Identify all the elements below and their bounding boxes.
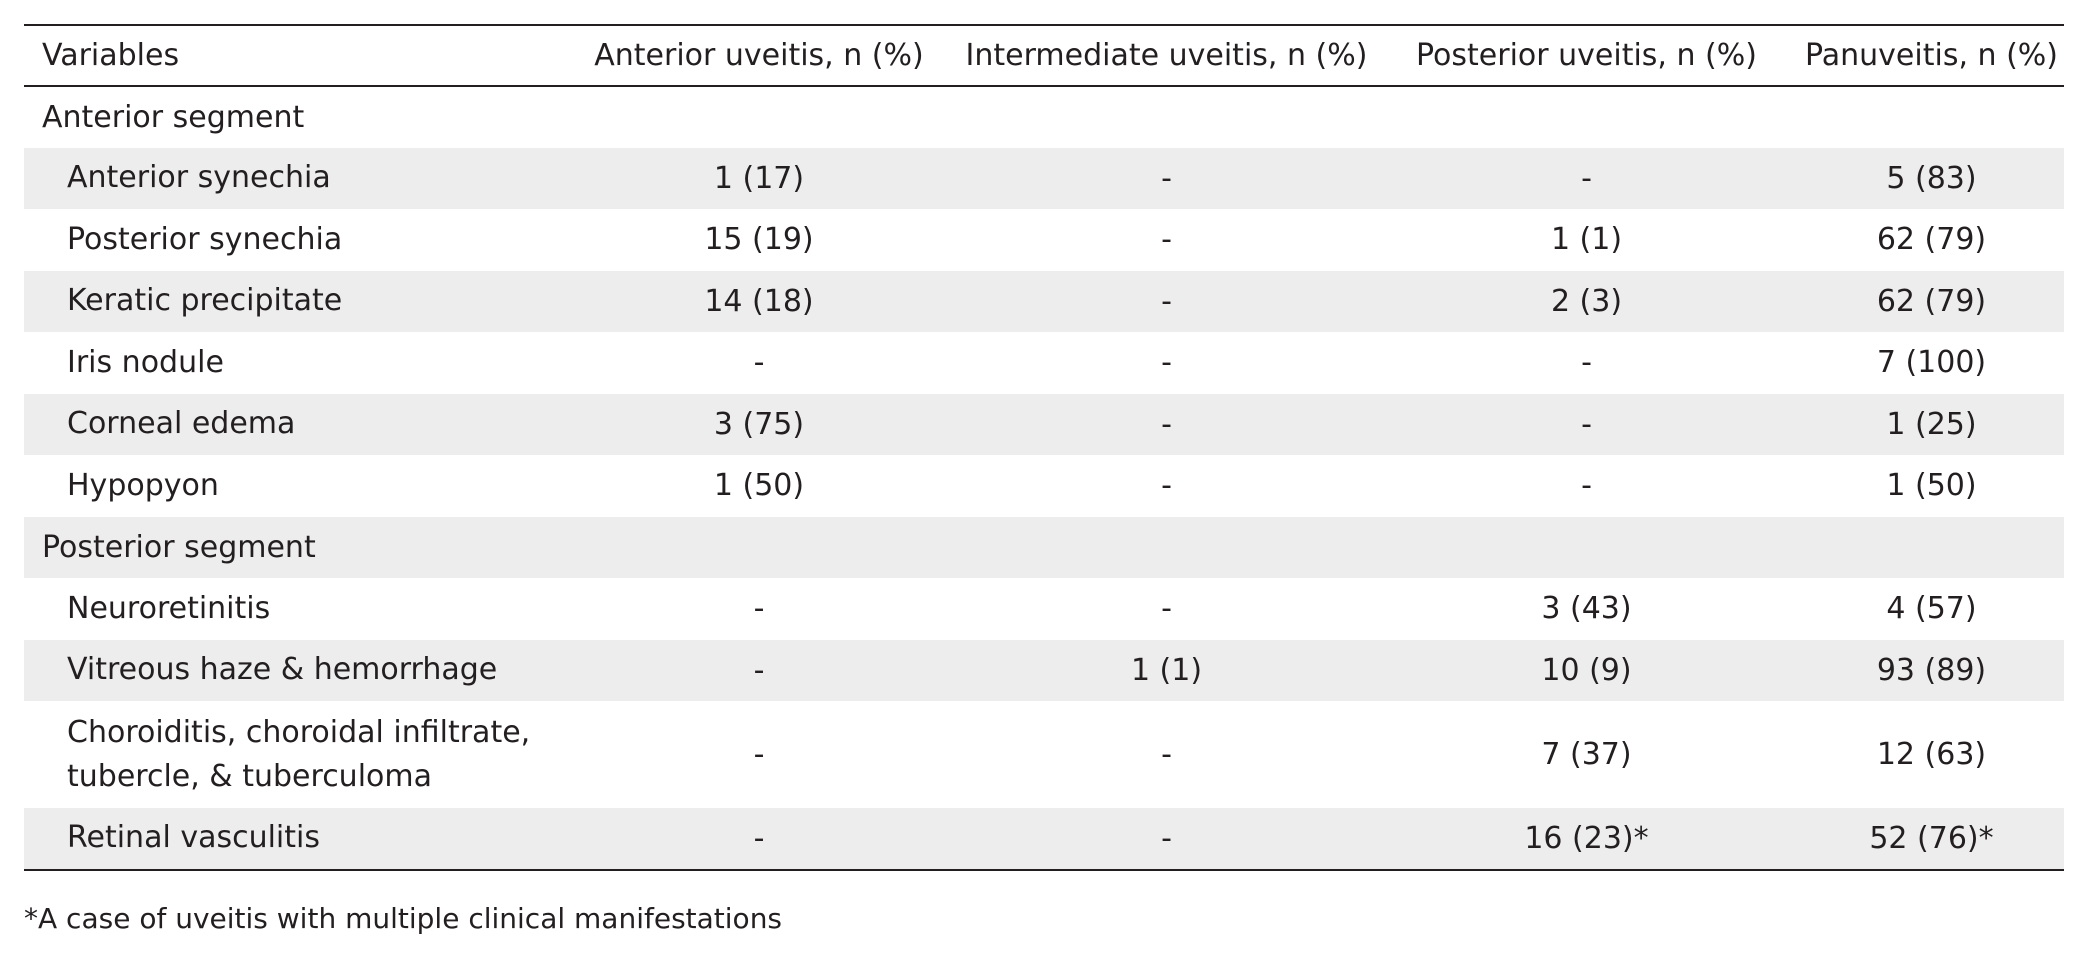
- table-row: Posterior synechia 15 (19) - 1 (1) 62 (79): [24, 209, 2064, 271]
- cell-anterior: -: [753, 652, 765, 688]
- cell-intermediate: 1 (1): [1130, 652, 1203, 688]
- cell-anterior: -: [753, 591, 765, 627]
- row-label: Retinal vasculitis: [67, 820, 320, 856]
- cell-intermediate: -: [1161, 591, 1172, 627]
- table-footnote: *A case of uveitis with multiple clinica…: [24, 902, 783, 935]
- cell-posterior: 16 (23)*: [1524, 820, 1649, 856]
- cell-intermediate: -: [1161, 345, 1172, 381]
- cell-posterior: 7 (37): [1541, 737, 1632, 772]
- cell-intermediate: -: [1161, 737, 1172, 772]
- cell-panuveitis: 52 (76)*: [1869, 820, 1994, 856]
- header-row: Variables Anterior uveitis, n (%) Interm…: [24, 25, 2064, 86]
- table-row: Neuroretinitis - - 3 (43) 4 (57): [24, 578, 2064, 640]
- table-header: Variables Anterior uveitis, n (%) Interm…: [24, 25, 2064, 86]
- cell-intermediate: -: [1161, 222, 1172, 258]
- cell-panuveitis: 7 (100): [1876, 345, 1987, 381]
- cell-posterior: -: [1581, 160, 1592, 196]
- cell-panuveitis: 12 (63): [1876, 737, 1987, 772]
- cell-anterior: 1 (50): [713, 468, 805, 504]
- row-label: Anterior synechia: [67, 160, 331, 196]
- cell-posterior: -: [1581, 406, 1592, 442]
- cell-intermediate: -: [1161, 468, 1172, 504]
- header-intermediate-uveitis: Intermediate uveitis, n (%): [965, 38, 1368, 73]
- table-row: Keratic precipitate 14 (18) - 2 (3) 62 (79): [24, 270, 2064, 332]
- manifestations-table: Variables Anterior uveitis, n (%) Interm…: [24, 24, 2064, 871]
- cell-posterior: 1 (1): [1550, 222, 1623, 258]
- table-row: Iris nodule - - - 7 (100): [24, 332, 2064, 394]
- cell-panuveitis: 4 (57): [1886, 591, 1977, 627]
- section-row: Posterior segment: [24, 516, 2064, 578]
- cell-panuveitis: 62 (79): [1876, 283, 1987, 319]
- section-label: Posterior segment: [42, 529, 316, 565]
- cell-intermediate: -: [1161, 406, 1172, 442]
- manifestations-table-container: Variables Anterior uveitis, n (%) Interm…: [24, 24, 2064, 871]
- row-label: Neuroretinitis: [67, 590, 271, 626]
- table-row: Anterior synechia 1 (17) - - 5 (83): [24, 147, 2064, 209]
- cell-anterior: -: [753, 737, 765, 772]
- table-row: Choroiditis, choroidal infiltrate, tuber…: [24, 701, 2064, 808]
- cell-posterior: 2 (3): [1550, 283, 1623, 319]
- cell-posterior: 3 (43): [1541, 591, 1632, 627]
- row-label: Corneal edema: [67, 406, 296, 442]
- header-anterior-uveitis: Anterior uveitis, n (%): [594, 38, 924, 73]
- row-label: Keratic precipitate: [67, 283, 343, 319]
- header-panuveitis: Panuveitis, n (%): [1805, 38, 2058, 73]
- cell-intermediate: -: [1161, 820, 1172, 856]
- cell-posterior: 10 (9): [1541, 652, 1632, 688]
- table-row: Hypopyon 1 (50) - - 1 (50): [24, 455, 2064, 517]
- section-row: Anterior segment: [24, 86, 2064, 148]
- cell-panuveitis: 93 (89): [1876, 652, 1987, 688]
- cell-panuveitis: 62 (79): [1876, 222, 1987, 258]
- header-variables: Variables: [42, 38, 180, 73]
- row-label: Hypopyon: [67, 467, 219, 503]
- table-row: Corneal edema 3 (75) - - 1 (25): [24, 393, 2064, 455]
- cell-panuveitis: 1 (50): [1886, 468, 1977, 504]
- cell-panuveitis: 1 (25): [1886, 406, 1977, 442]
- cell-anterior: 14 (18): [704, 283, 814, 319]
- cell-posterior: -: [1581, 345, 1592, 381]
- cell-panuveitis: 5 (83): [1886, 160, 1977, 196]
- cell-intermediate: -: [1161, 160, 1172, 196]
- header-posterior-uveitis: Posterior uveitis, n (%): [1416, 38, 1757, 73]
- cell-posterior: -: [1581, 468, 1592, 504]
- row-label: Vitreous haze & hemorrhage: [67, 652, 498, 688]
- row-label: Iris nodule: [67, 344, 224, 380]
- cell-anterior: -: [753, 820, 765, 856]
- cell-intermediate: -: [1161, 283, 1172, 319]
- row-label: Posterior synechia: [67, 221, 343, 257]
- section-label: Anterior segment: [42, 99, 305, 135]
- row-label: Choroiditis, choroidal infiltrate, tuber…: [67, 714, 531, 794]
- table-row: Vitreous haze & hemorrhage - 1 (1) 10 (9) 93…: [24, 639, 2064, 701]
- cell-anterior: 1 (17): [713, 160, 805, 196]
- cell-anterior: 3 (75): [713, 406, 805, 442]
- table-body: Anterior segment Anterior synechia 1 (17) -…: [24, 86, 2064, 870]
- table-row: Retinal vasculitis - - 16 (23)* 52 (76)*: [24, 808, 2064, 870]
- cell-anterior: -: [753, 345, 765, 381]
- cell-anterior: 15 (19): [704, 222, 814, 258]
